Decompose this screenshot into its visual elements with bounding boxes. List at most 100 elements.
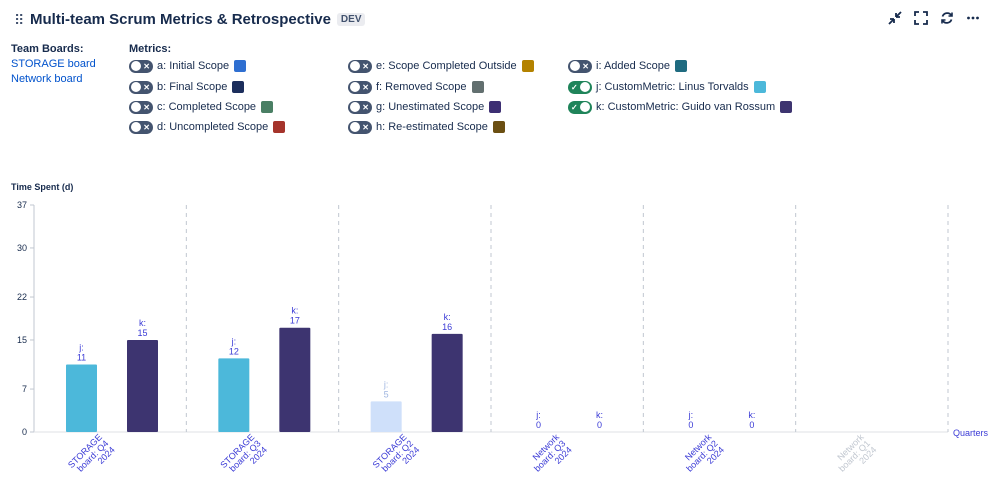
data-label-series: k:: [291, 306, 298, 316]
toggle-knob: [131, 82, 141, 92]
metric-color-swatch: [521, 60, 534, 72]
metric-k[interactable]: ✓ k: CustomMetric: Guido van Rossum: [568, 100, 793, 114]
metric-color-swatch: [471, 81, 484, 93]
metric-d[interactable]: ✕ d: Uncompleted Scope: [129, 120, 286, 134]
toggle-knob: [131, 61, 141, 71]
dashboard-header: ⠿ Multi-team Scrum Metrics & Retrospecti…: [0, 0, 999, 40]
metric-color-swatch: [780, 101, 793, 113]
data-label-series: k:: [139, 318, 146, 328]
y-axis-title: Time Spent (d): [11, 182, 74, 192]
bar-j: [370, 401, 402, 432]
metric-label: h: Re-estimated Scope: [376, 121, 488, 133]
drag-handle-icon[interactable]: ⠿: [14, 12, 24, 28]
data-label-value: 17: [290, 316, 300, 326]
data-label-series: j:: [78, 343, 84, 353]
y-tick-label: 30: [17, 243, 27, 253]
metric-label: k: CustomMetric: Guido van Rossum: [596, 101, 776, 113]
metrics-label: Metrics:: [129, 43, 172, 55]
board-link-storage[interactable]: STORAGE board: [11, 58, 96, 70]
cross-icon: ✕: [362, 61, 369, 71]
page-title: Multi-team Scrum Metrics & Retrospective…: [30, 11, 366, 28]
metric-toggle[interactable]: ✕: [348, 80, 372, 94]
fullscreen-icon[interactable]: [913, 10, 929, 26]
toggle-knob: [131, 102, 141, 112]
metric-toggle[interactable]: ✕: [129, 59, 153, 73]
data-label-value: 0: [536, 420, 541, 430]
bar-k: [127, 339, 158, 432]
metric-b[interactable]: ✕ b: Final Scope: [129, 80, 245, 94]
metric-c[interactable]: ✕ c: Completed Scope: [129, 100, 274, 114]
y-tick-label: 37: [17, 200, 27, 210]
metric-label: d: Uncompleted Scope: [157, 121, 269, 133]
metric-toggle[interactable]: ✕: [348, 100, 372, 114]
metric-color-swatch: [261, 101, 274, 113]
metric-toggle[interactable]: ✕: [129, 80, 153, 94]
refresh-icon[interactable]: [939, 10, 955, 26]
page-title-text: Multi-team Scrum Metrics & Retrospective: [30, 11, 331, 28]
data-label-series: k:: [444, 312, 451, 322]
data-label-value: 16: [442, 322, 452, 332]
metric-label: a: Initial Scope: [157, 60, 230, 72]
metric-toggle[interactable]: ✕: [129, 100, 153, 114]
y-tick-label: 15: [17, 335, 27, 345]
toggle-knob: [350, 61, 360, 71]
toggle-knob: [580, 82, 590, 92]
cross-icon: ✕: [362, 102, 369, 112]
metric-g[interactable]: ✕ g: Unestimated Scope: [348, 100, 502, 114]
metric-toggle[interactable]: ✕: [129, 120, 153, 134]
metric-i[interactable]: ✕ i: Added Scope: [568, 59, 688, 73]
x-axis-title: Quarters: [953, 428, 989, 438]
y-tick-label: 0: [22, 427, 27, 437]
metric-label: f: Removed Scope: [376, 81, 467, 93]
metric-label: b: Final Scope: [157, 81, 228, 93]
header-actions: [887, 10, 981, 26]
metric-color-swatch: [675, 60, 688, 72]
board-link-network[interactable]: Network board: [11, 73, 83, 85]
metric-a[interactable]: ✕ a: Initial Scope: [129, 59, 247, 73]
metric-j[interactable]: ✓ j: CustomMetric: Linus Torvalds: [568, 80, 766, 94]
toggle-knob: [350, 102, 360, 112]
metric-color-swatch: [492, 121, 505, 133]
y-tick-label: 22: [17, 292, 27, 302]
data-label-series: j:: [231, 336, 237, 346]
data-label-series: k:: [748, 410, 755, 420]
cross-icon: ✕: [143, 82, 150, 92]
metric-toggle[interactable]: ✓: [568, 100, 592, 114]
bar-j: [218, 358, 250, 432]
check-icon: ✓: [571, 102, 578, 112]
cross-icon: ✕: [143, 61, 150, 71]
metric-label: c: Completed Scope: [157, 101, 257, 113]
collapse-icon[interactable]: [887, 10, 903, 26]
data-label-series: j:: [688, 410, 694, 420]
toggle-knob: [131, 122, 141, 132]
more-icon[interactable]: [965, 10, 981, 26]
data-label-value: 0: [688, 420, 693, 430]
metric-toggle[interactable]: ✕: [348, 120, 372, 134]
env-badge: DEV: [336, 13, 366, 26]
data-label-value: 11: [77, 353, 86, 363]
metric-color-swatch: [273, 121, 286, 133]
metric-f[interactable]: ✕ f: Removed Scope: [348, 80, 484, 94]
metric-toggle[interactable]: ✓: [568, 80, 592, 94]
metric-e[interactable]: ✕ e: Scope Completed Outside: [348, 59, 534, 73]
metric-h[interactable]: ✕ h: Re-estimated Scope: [348, 120, 505, 134]
y-tick-label: 7: [22, 384, 27, 394]
data-label-series: j:: [535, 410, 541, 420]
metric-label: e: Scope Completed Outside: [376, 60, 517, 72]
metric-toggle[interactable]: ✕: [348, 59, 372, 73]
toggle-knob: [580, 102, 590, 112]
metric-toggle[interactable]: ✕: [568, 59, 592, 73]
data-label-series: k:: [596, 410, 603, 420]
toggle-knob: [570, 61, 580, 71]
metric-color-swatch: [753, 81, 766, 93]
bar-k: [431, 333, 463, 432]
toggle-knob: [350, 122, 360, 132]
bar-k: [279, 327, 311, 432]
